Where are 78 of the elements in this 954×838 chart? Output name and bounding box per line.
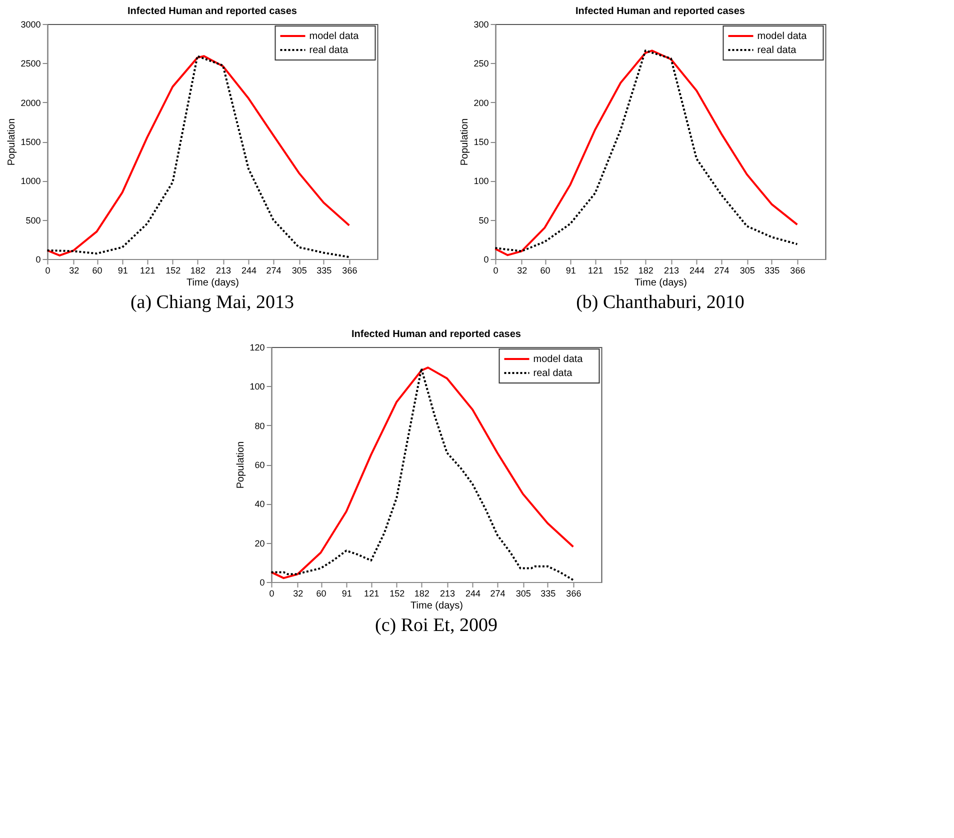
y-tick-label: 0: [484, 254, 489, 264]
x-tick-label: 335: [316, 266, 332, 276]
x-tick-label: 121: [140, 266, 156, 276]
x-tick-label: 335: [540, 588, 556, 598]
x-tick-label: 121: [588, 266, 604, 276]
x-tick-label: 213: [664, 266, 679, 276]
legend-label: model data: [533, 354, 584, 365]
x-tick-label: 0: [269, 588, 274, 598]
y-tick-label: 3000: [20, 20, 41, 30]
x-tick-label: 91: [118, 266, 128, 276]
chart-title: Infected Human and reported cases: [128, 6, 298, 17]
x-tick-label: 152: [390, 588, 405, 598]
x-tick-label: 366: [342, 266, 358, 276]
chart-title: Infected Human and reported cases: [352, 329, 522, 340]
x-tick-label: 60: [316, 588, 326, 598]
y-tick-label: 20: [254, 538, 265, 548]
y-axis-title: Population: [6, 118, 18, 166]
y-tick-label: 150: [474, 137, 489, 147]
x-tick-label: 244: [466, 588, 481, 598]
y-tick-label: 60: [254, 460, 265, 470]
x-tick-label: 32: [517, 266, 528, 276]
x-tick-label: 335: [764, 266, 780, 276]
x-tick-label: 152: [614, 266, 629, 276]
x-tick-label: 366: [790, 266, 806, 276]
legend-label: model data: [309, 31, 360, 42]
x-tick-label: 274: [266, 266, 282, 276]
x-tick-label: 244: [242, 266, 257, 276]
chart-title: Infected Human and reported cases: [576, 6, 746, 17]
y-tick-label: 2000: [20, 98, 41, 108]
x-tick-label: 60: [540, 266, 550, 276]
text: (a) Chiang Mai, 2013: [130, 292, 294, 313]
x-tick-label: 91: [342, 588, 352, 598]
y-tick-label: 300: [474, 20, 489, 30]
x-tick-label: 244: [690, 266, 705, 276]
x-tick-label: 274: [490, 588, 506, 598]
x-tick-label: 0: [493, 266, 498, 276]
x-tick-label: 182: [414, 588, 430, 598]
x-tick-label: 305: [292, 266, 307, 276]
y-tick-label: 100: [474, 176, 489, 186]
y-tick-label: 200: [474, 98, 489, 108]
y-tick-label: 250: [474, 58, 489, 69]
y-tick-label: 1500: [20, 137, 41, 147]
x-axis-title: Time (days): [186, 278, 239, 288]
legend-label: real data: [533, 368, 573, 379]
y-tick-label: 1000: [20, 176, 41, 186]
y-tick-label: 120: [250, 342, 265, 352]
y-axis-title: Population: [460, 118, 471, 166]
legend-label: real data: [309, 45, 349, 56]
x-tick-label: 305: [516, 588, 531, 598]
y-tick-label: 100: [250, 382, 265, 392]
x-tick-label: 32: [69, 266, 80, 276]
x-tick-label: 305: [740, 266, 755, 276]
x-tick-label: 60: [92, 266, 102, 276]
x-tick-label: 32: [293, 588, 304, 598]
x-tick-label: 121: [364, 588, 380, 598]
x-tick-label: 213: [216, 266, 231, 276]
x-tick-label: 213: [440, 588, 455, 598]
y-tick-label: 50: [478, 215, 489, 226]
x-tick-label: 182: [190, 266, 206, 276]
x-tick-label: 91: [566, 266, 576, 276]
legend-label: model data: [757, 31, 808, 42]
legend-label: real data: [757, 45, 797, 56]
y-tick-label: 2500: [20, 58, 41, 69]
y-axis-title: Population: [236, 441, 247, 489]
y-tick-label: 0: [36, 254, 41, 264]
text: (c) Roi Et, 2009: [375, 615, 498, 636]
x-tick-label: 182: [638, 266, 654, 276]
y-tick-label: 80: [254, 420, 265, 431]
x-tick-label: 152: [166, 266, 181, 276]
x-axis-title: Time (days): [634, 278, 687, 288]
x-axis-title: Time (days): [410, 600, 463, 612]
x-tick-label: 0: [45, 266, 50, 276]
x-tick-label: 366: [566, 588, 582, 598]
y-tick-label: 0: [260, 578, 265, 588]
y-tick-label: 40: [254, 499, 265, 510]
x-tick-label: 274: [714, 266, 730, 276]
y-tick-label: 500: [26, 215, 41, 226]
text: (b) Chanthaburi, 2010: [576, 292, 744, 313]
